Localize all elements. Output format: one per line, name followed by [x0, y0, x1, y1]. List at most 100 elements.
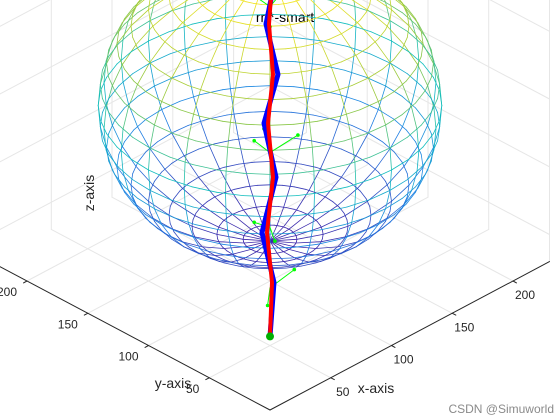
sphere-parallel — [124, 186, 139, 199]
sphere-meridian — [353, 0, 356, 7]
sphere-meridian — [187, 114, 194, 140]
sphere-meridian — [367, 184, 388, 202]
sphere-parallel — [219, 221, 224, 227]
sphere-parallel — [257, 251, 263, 254]
tree-branch — [267, 287, 271, 306]
sphere-parallel — [369, 10, 391, 22]
sphere-meridian — [187, 71, 194, 97]
sphere-meridian — [193, 96, 201, 122]
sphere-parallel — [321, 206, 348, 213]
sphere-meridian — [269, 240, 278, 254]
sphere-meridian — [227, 122, 231, 148]
y-tick-label: 200 — [0, 285, 17, 299]
sphere-parallel — [312, 217, 318, 223]
sphere-meridian — [105, 103, 113, 126]
sphere-meridian — [340, 33, 357, 56]
sphere-parallel — [206, 196, 216, 203]
sphere-meridian — [243, 209, 258, 228]
sphere-parallel — [296, 211, 323, 217]
sphere-parallel — [269, 13, 298, 16]
sphere-parallel — [401, 37, 408, 50]
sphere-parallel — [216, 14, 244, 20]
sphere-parallel — [405, 191, 417, 205]
sphere-parallel — [173, 231, 181, 240]
sphere-parallel — [206, 91, 228, 97]
sphere-meridian — [389, 62, 404, 85]
sphere-meridian — [433, 128, 437, 151]
sphere-meridian — [182, 5, 203, 24]
sphere-parallel — [137, 151, 147, 163]
tree-layer — [252, 0, 300, 308]
sphere-parallel — [399, 0, 403, 4]
sphere-meridian — [130, 184, 149, 202]
sphere-parallel — [288, 228, 293, 232]
sphere-parallel — [359, 190, 367, 200]
sphere-parallel — [288, 70, 308, 74]
sphere-meridian — [152, 9, 173, 27]
sphere-parallel — [179, 19, 189, 28]
sphere-parallel — [200, 238, 224, 245]
sphere-parallel — [379, 0, 387, 3]
sphere-parallel — [116, 30, 120, 45]
sphere-parallel — [401, 96, 417, 109]
sphere-parallel — [430, 49, 434, 64]
sphere-parallel — [242, 195, 271, 198]
sphere-parallel — [214, 66, 233, 72]
sphere-parallel — [191, 219, 194, 227]
sphere-parallel — [116, 166, 120, 181]
sphere-meridian — [433, 81, 437, 104]
sphere-meridian — [227, 230, 231, 246]
sphere-parallel — [187, 176, 200, 185]
sphere-parallel — [214, 139, 233, 145]
sphere-meridian — [184, 138, 189, 163]
sphere-meridian — [214, 0, 230, 15]
sphere-meridian — [308, 168, 321, 191]
sphere-parallel — [257, 225, 263, 228]
sphere-parallel — [328, 171, 342, 178]
sphere-meridian — [135, 25, 154, 46]
sphere-parallel — [171, 238, 185, 248]
sphere-parallel — [389, 0, 392, 11]
sphere-meridian — [225, 39, 229, 64]
sphere-parallel — [206, 8, 216, 15]
sphere-parallel — [340, 176, 353, 185]
sphere-parallel — [406, 167, 422, 181]
sphere-parallel — [406, 184, 410, 198]
tree-node — [252, 138, 256, 143]
sphere-parallel — [222, 120, 247, 125]
sphere-parallel — [277, 206, 287, 209]
sphere-parallel — [200, 116, 224, 122]
sphere-parallel — [320, 140, 345, 147]
sphere-parallel — [192, 0, 214, 5]
z-axis-label: z-axis — [81, 175, 97, 212]
sphere-meridian — [283, 261, 291, 267]
sphere-parallel — [200, 201, 208, 208]
sphere-parallel — [116, 43, 120, 58]
sphere-parallel — [320, 64, 345, 71]
sphere-meridian — [171, 228, 196, 238]
sphere-parallel — [285, 161, 302, 165]
sphere-meridian — [288, 213, 308, 230]
sphere-meridian — [219, 20, 232, 43]
sphere-parallel — [385, 19, 391, 31]
sphere-parallel — [277, 3, 287, 5]
sphere-parallel — [437, 126, 441, 142]
sphere-parallel — [385, 114, 403, 126]
sphere-meridian — [403, 187, 419, 205]
sphere-meridian — [269, 225, 278, 242]
sphere-parallel — [415, 179, 422, 193]
sphere-parallel — [307, 66, 326, 72]
sphere-parallel — [130, 25, 134, 38]
sphere-meridian — [313, 170, 315, 195]
sphere-parallel — [183, 246, 200, 254]
x-axis-label: x-axis — [358, 380, 395, 396]
sphere-parallel — [238, 265, 255, 269]
sphere-meridian — [295, 138, 302, 164]
sphere-parallel — [145, 218, 158, 229]
sphere-meridian — [305, 88, 311, 115]
sphere-parallel — [153, 220, 163, 232]
sphere-parallel — [116, 146, 132, 160]
sphere-parallel — [295, 145, 321, 150]
sphere-parallel — [365, 198, 371, 208]
sphere-parallel — [198, 253, 216, 260]
